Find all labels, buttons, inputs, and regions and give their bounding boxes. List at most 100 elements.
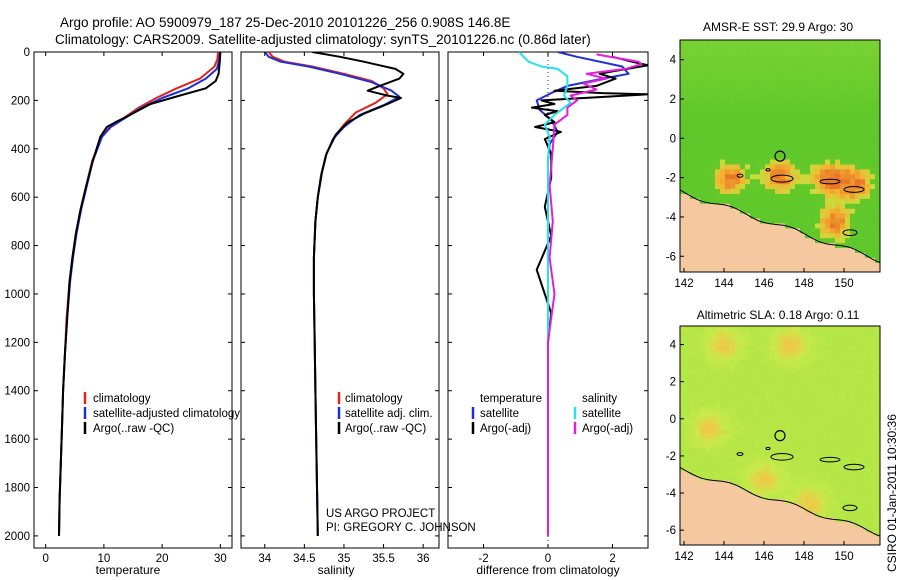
map-cell: [865, 424, 871, 430]
map-cell: [865, 139, 871, 145]
map-cell: [775, 208, 781, 214]
map-cell: [700, 40, 706, 42]
map-cell: [775, 442, 781, 449]
map-cell: [845, 526, 851, 532]
map-cell: [800, 415, 806, 421]
map-cell: [815, 227, 821, 234]
map-cell: [775, 129, 781, 135]
map-cell: [700, 419, 706, 425]
map-cell: [765, 359, 771, 365]
map-cell: [690, 368, 696, 374]
map-cell: [800, 470, 806, 476]
map-cell: [755, 336, 761, 342]
map-cell: [865, 507, 871, 514]
map-cell: [700, 461, 706, 467]
map-cell: [685, 217, 691, 224]
map-cell: [755, 368, 761, 374]
series-line-climatology: [58, 52, 219, 536]
map-cell: [800, 535, 806, 541]
map-cell: [740, 90, 746, 96]
map-cell: [755, 498, 761, 504]
map-cell: [740, 60, 746, 67]
map-cell: [750, 227, 756, 234]
map-cell: [730, 475, 736, 481]
map-cell: [705, 50, 711, 57]
map-cell: [750, 498, 756, 504]
map-cell: [765, 354, 771, 361]
map-cell: [740, 503, 746, 509]
map-cell: [715, 424, 721, 430]
map-cell: [855, 489, 861, 495]
map-cell: [825, 498, 831, 504]
map-cell: [725, 410, 731, 416]
map-cell: [805, 104, 811, 111]
map-cell: [850, 498, 856, 504]
map-cell: [740, 456, 746, 463]
map-cell: [705, 168, 711, 175]
map-cell: [845, 456, 851, 463]
argo-position-marker: [774, 150, 786, 162]
map-cell: [835, 359, 841, 365]
map-cell: [725, 419, 731, 425]
map-cell: [730, 521, 736, 528]
map-cell: [730, 60, 736, 67]
x-tick-label: 36: [417, 553, 430, 565]
map-cell: [850, 535, 856, 541]
map-cell: [820, 507, 826, 514]
map-cell: [825, 168, 831, 175]
map-cell: [750, 208, 756, 214]
map-cell: [750, 99, 756, 106]
map-cell: [760, 498, 766, 504]
map-cell: [765, 489, 771, 495]
map-cell: [830, 526, 836, 532]
map-cell: [870, 447, 876, 453]
map-cell: [820, 262, 826, 268]
map-cell: [700, 396, 706, 402]
map-cell: [875, 475, 880, 481]
map-cell: [730, 540, 736, 545]
map-cell: [705, 512, 711, 518]
map-cell: [820, 257, 826, 263]
map-cell: [815, 387, 821, 393]
map-cell: [865, 267, 871, 272]
map-cell: [735, 95, 741, 101]
map-cell: [870, 119, 876, 126]
map-cell: [875, 139, 880, 145]
map-cell: [725, 134, 731, 140]
map-cell: [810, 65, 816, 72]
y-tick-label: 0: [24, 47, 30, 59]
map-cell: [775, 55, 781, 62]
map-cell: [705, 396, 711, 402]
map-cell: [720, 447, 726, 453]
map-cell: [685, 237, 691, 244]
map-cell: [840, 80, 846, 86]
map-cell: [730, 433, 736, 439]
map-cell: [685, 99, 691, 106]
map-cell: [830, 227, 836, 234]
map-cell: [840, 531, 846, 537]
map-cell: [805, 144, 811, 150]
map-cell: [795, 429, 801, 435]
map-cell: [855, 232, 861, 239]
map-cell: [870, 382, 876, 388]
map-cell: [820, 252, 826, 258]
map-cell: [795, 377, 801, 384]
map-cell: [840, 456, 846, 463]
map-cell: [770, 85, 776, 91]
map-cell: [785, 227, 791, 234]
map-cell: [840, 419, 846, 425]
map-cell: [715, 119, 721, 126]
map-cell: [860, 470, 866, 476]
map-cell: [810, 382, 816, 388]
map-cell: [795, 208, 801, 214]
map-cell: [805, 242, 811, 249]
map-cell: [730, 198, 736, 204]
map-cell: [855, 359, 861, 365]
map-cell: [725, 55, 731, 62]
map-cell: [760, 396, 766, 402]
map-cell: [830, 99, 836, 106]
map-cell: [715, 354, 721, 361]
map-cell: [715, 512, 721, 518]
map-cell: [835, 252, 841, 258]
map-cell: [790, 149, 796, 155]
